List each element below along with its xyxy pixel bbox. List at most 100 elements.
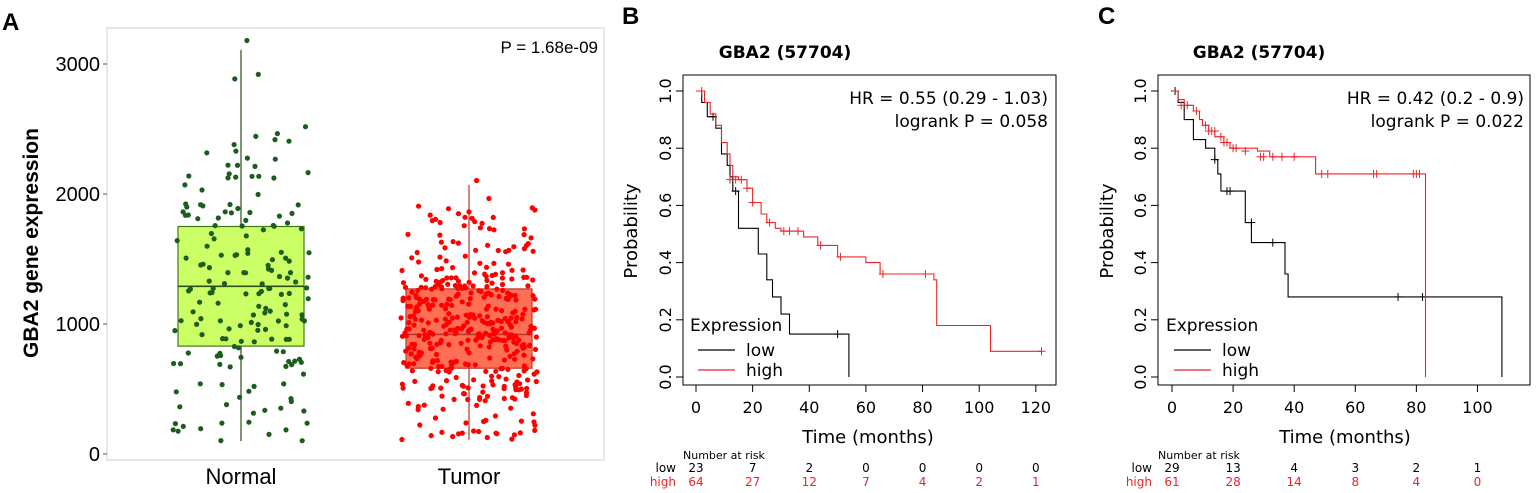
data-point (226, 326, 232, 332)
data-point (499, 281, 506, 288)
data-point (442, 306, 449, 312)
data-point (514, 314, 520, 321)
data-point (503, 376, 509, 382)
data-point (496, 374, 502, 380)
data-point (300, 371, 307, 377)
panel-c-y-axis-title: Probability (1097, 183, 1118, 278)
panel-c-title: GBA2 (57704) (1193, 43, 1326, 63)
y-tick-label: 0.2 (1131, 307, 1150, 332)
panel-b-title: GBA2 (57704) (719, 43, 852, 63)
panel-a-p-value: P = 1.68e-09 (500, 38, 598, 57)
censor-mark-high (1277, 152, 1286, 161)
data-point (231, 142, 237, 148)
risk-value-high: 4 (1413, 475, 1421, 489)
data-point (414, 249, 420, 256)
censor-mark-high (1415, 169, 1424, 178)
censor-mark-high (748, 198, 757, 207)
data-point (467, 312, 474, 318)
panel-a-y-tick: 0 (89, 444, 107, 466)
panel-a-plot-frame (106, 27, 605, 461)
data-point (299, 316, 305, 322)
data-point (525, 283, 531, 289)
risk-value-high: 7 (862, 475, 870, 489)
data-point (251, 339, 257, 345)
panel-b-hazard-ratio: HR = 0.55 (0.29 - 1.03) (849, 89, 1048, 109)
panel-b-logrank: logrank P = 0.058 (895, 112, 1048, 132)
data-point (206, 278, 212, 284)
risk-value-low: 0 (919, 461, 927, 475)
data-point (439, 363, 445, 369)
data-point (481, 294, 487, 300)
data-point (534, 369, 540, 375)
data-point (476, 428, 482, 435)
data-point (522, 306, 528, 312)
data-point (227, 201, 233, 208)
data-point (477, 343, 483, 349)
data-point (466, 209, 472, 215)
data-point (225, 175, 231, 181)
data-point (508, 292, 514, 298)
panel-a-y-tick: 1000 (56, 314, 107, 336)
censor-mark-high (1037, 347, 1046, 356)
panel-a-x-tick-label-normal: Normal (206, 464, 277, 489)
data-point (244, 37, 250, 44)
x-tick-label: 120 (1021, 398, 1052, 417)
risk-value-low: 4 (1290, 461, 1298, 475)
data-point (484, 393, 491, 399)
data-point (438, 239, 444, 245)
data-point (232, 76, 238, 82)
data-point (265, 266, 272, 272)
data-point (439, 302, 445, 308)
data-point (461, 391, 467, 397)
data-point (511, 351, 517, 357)
risk-value-high: 8 (1351, 475, 1359, 489)
data-point (228, 210, 234, 216)
data-point (270, 222, 276, 229)
data-point (531, 307, 537, 313)
data-point (452, 282, 458, 289)
data-point (489, 378, 495, 384)
data-point (466, 301, 472, 307)
data-point (434, 341, 440, 347)
data-point (405, 231, 411, 237)
data-point (485, 242, 491, 248)
data-point (423, 276, 429, 282)
risk-value-high: 1 (1032, 475, 1040, 489)
data-point (281, 381, 287, 387)
data-point (508, 315, 514, 321)
data-point (499, 270, 506, 276)
data-point (532, 207, 538, 213)
data-point (516, 337, 522, 343)
panel-b-label: B (622, 3, 639, 30)
panel-c-logrank: logrank P = 0.022 (1371, 112, 1524, 132)
data-point (286, 138, 292, 144)
data-point (524, 274, 530, 280)
data-point (512, 292, 518, 299)
data-point (487, 355, 493, 361)
data-point (446, 342, 452, 348)
data-point (284, 220, 291, 226)
data-point (425, 302, 431, 308)
data-point (398, 315, 404, 321)
data-point (418, 284, 424, 290)
data-point (400, 385, 406, 391)
data-point (238, 338, 244, 344)
data-point (219, 420, 225, 426)
data-point (293, 279, 299, 285)
data-point (453, 374, 459, 381)
data-point (171, 360, 177, 367)
y-tick-label: 1.0 (656, 78, 675, 103)
data-point (432, 297, 438, 303)
data-point (218, 438, 224, 444)
data-point (286, 290, 292, 297)
data-point (526, 343, 533, 349)
data-point (473, 247, 479, 253)
data-point (406, 361, 412, 367)
data-point (434, 357, 440, 364)
risk-value-high: 4 (919, 475, 927, 489)
censor-mark-high (737, 175, 746, 184)
data-point (453, 293, 459, 299)
data-point (482, 398, 488, 404)
data-point (421, 327, 427, 333)
